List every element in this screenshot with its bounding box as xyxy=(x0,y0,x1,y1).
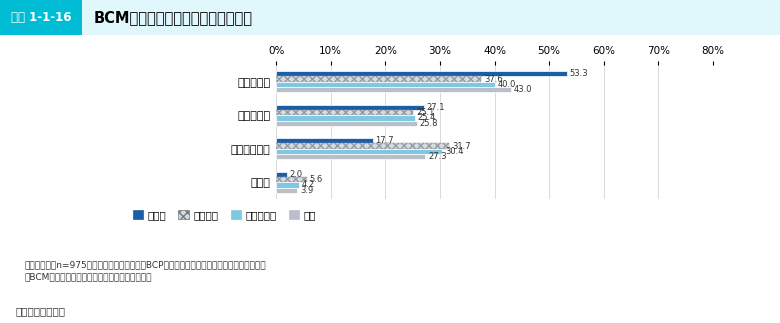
Bar xyxy=(276,138,373,143)
Text: 27.1: 27.1 xyxy=(427,103,445,112)
Legend: 大企業, 中堅企業, その他企業, 全体: 大企業, 中堅企業, その他企業, 全体 xyxy=(129,206,320,224)
Text: 43.0: 43.0 xyxy=(513,85,532,94)
Text: 5.6: 5.6 xyxy=(310,175,323,184)
Bar xyxy=(276,149,442,154)
Bar xyxy=(0,0,82,35)
Text: BCMの点検・評価、是正・改善状況: BCMの点検・評価、是正・改善状況 xyxy=(94,10,253,25)
Bar xyxy=(276,105,424,110)
Text: 4.2: 4.2 xyxy=(302,181,315,190)
Bar xyxy=(276,177,307,182)
Bar xyxy=(276,188,297,193)
Bar xyxy=(276,182,299,188)
Text: 【単数回答、n=975、対象：事業継続計画（BCP）を策定済み、策定中、策定予定の企業で
「BCMに取り組んでいない」企業を除いた企業】: 【単数回答、n=975、対象：事業継続計画（BCP）を策定済み、策定中、策定予定… xyxy=(25,260,267,282)
Bar xyxy=(276,172,287,177)
Text: 25.1: 25.1 xyxy=(416,108,434,117)
Text: 40.0: 40.0 xyxy=(498,80,516,89)
Text: 3.9: 3.9 xyxy=(300,186,314,195)
Text: 図表 1-1-16: 図表 1-1-16 xyxy=(11,11,71,24)
Bar xyxy=(276,143,449,149)
Text: 30.4: 30.4 xyxy=(445,147,463,156)
Text: 27.3: 27.3 xyxy=(428,152,446,161)
Bar xyxy=(276,110,413,115)
Bar xyxy=(276,82,495,87)
Bar xyxy=(276,115,415,120)
Text: 31.7: 31.7 xyxy=(452,141,470,151)
Text: 37.6: 37.6 xyxy=(484,75,503,84)
Text: 17.7: 17.7 xyxy=(375,136,394,145)
Text: 25.8: 25.8 xyxy=(420,119,438,128)
Bar xyxy=(276,120,417,126)
Bar xyxy=(276,87,511,92)
Bar xyxy=(276,71,567,77)
Text: 2.0: 2.0 xyxy=(290,170,303,179)
Bar xyxy=(276,154,425,160)
Bar xyxy=(276,77,481,82)
Text: 25.4: 25.4 xyxy=(417,113,436,122)
Text: 出典：内閣府資料: 出典：内閣府資料 xyxy=(16,307,66,317)
Text: 53.3: 53.3 xyxy=(570,69,588,78)
